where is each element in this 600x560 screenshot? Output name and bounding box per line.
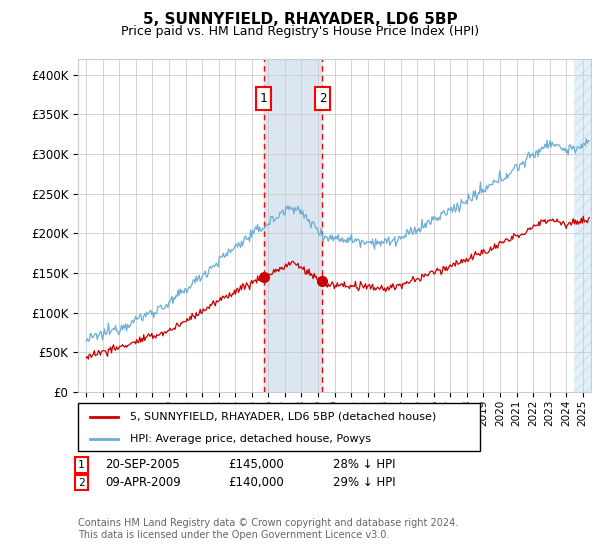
Text: Contains HM Land Registry data © Crown copyright and database right 2024.
This d: Contains HM Land Registry data © Crown c… [78,518,458,540]
Bar [263,59,322,392]
Text: 09-APR-2009: 09-APR-2009 [105,476,181,489]
Bar [574,59,591,392]
Text: 5, SUNNYFIELD, RHAYADER, LD6 5BP: 5, SUNNYFIELD, RHAYADER, LD6 5BP [143,12,457,27]
Text: Price paid vs. HM Land Registry's House Price Index (HPI): Price paid vs. HM Land Registry's House … [121,25,479,38]
Text: 20-SEP-2005: 20-SEP-2005 [105,458,180,472]
Text: 2: 2 [78,478,85,488]
Text: 1: 1 [78,460,85,470]
Text: 28% ↓ HPI: 28% ↓ HPI [333,458,395,472]
Text: 1: 1 [260,92,268,105]
FancyBboxPatch shape [315,87,330,110]
FancyBboxPatch shape [256,87,271,110]
Text: 5, SUNNYFIELD, RHAYADER, LD6 5BP (detached house): 5, SUNNYFIELD, RHAYADER, LD6 5BP (detach… [130,412,437,422]
Text: HPI: Average price, detached house, Powys: HPI: Average price, detached house, Powy… [130,434,371,444]
Text: 29% ↓ HPI: 29% ↓ HPI [333,476,395,489]
Text: £140,000: £140,000 [228,476,284,489]
Text: £145,000: £145,000 [228,458,284,472]
Bar [574,59,591,392]
Text: 2: 2 [319,92,326,105]
